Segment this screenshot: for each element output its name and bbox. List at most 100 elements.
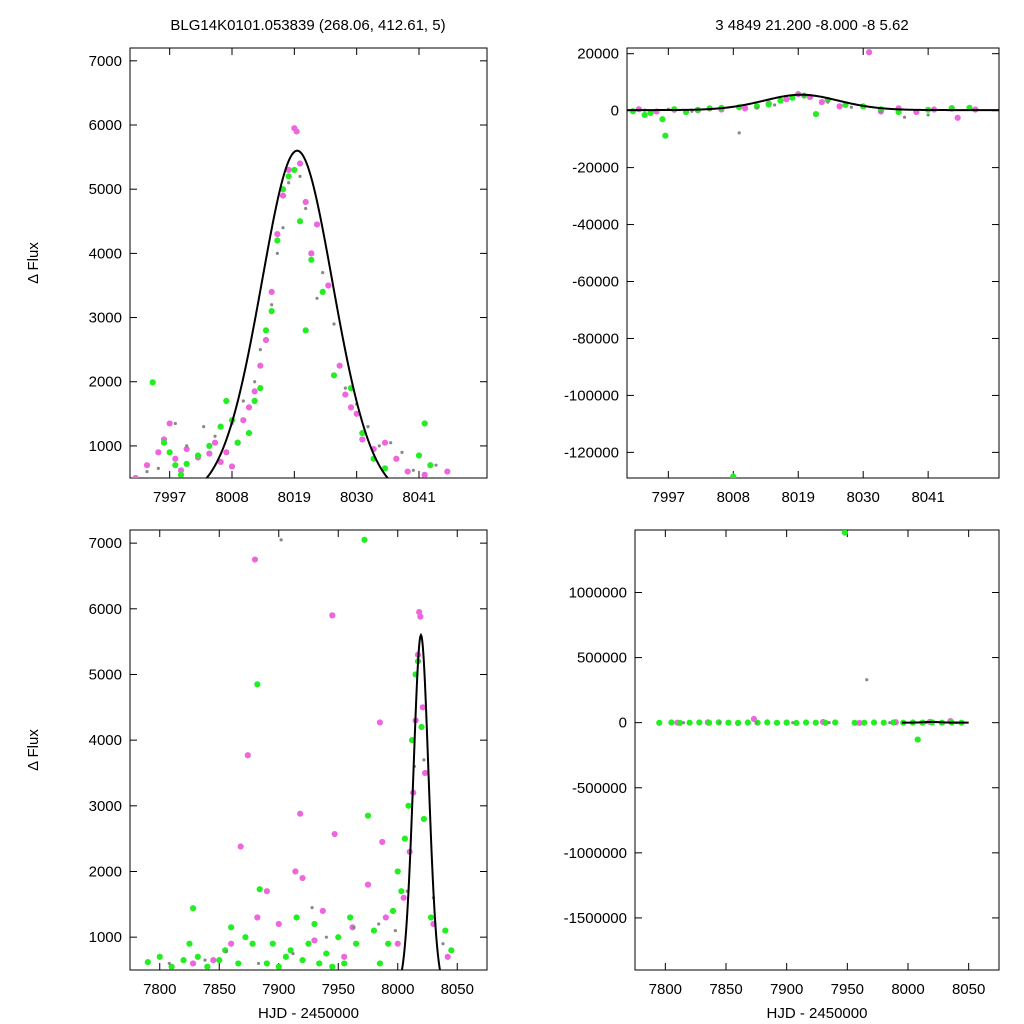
x-tick-label: 8041 [402,489,435,506]
data-point [662,132,669,139]
data-point [802,719,810,726]
x-tick-label: 8041 [911,489,944,506]
data-point [826,100,830,104]
left-title: BLG14K0101.053839 (268.06, 412.61, 5) [170,17,445,34]
data-point [254,914,261,921]
data-point [441,942,445,946]
data-point [926,113,930,117]
data-point [379,838,386,846]
data-point [954,114,961,121]
data-point [228,924,235,931]
y-tick-label: 2000 [89,863,122,880]
data-point [364,812,372,819]
data-point [812,110,820,118]
data-point [189,905,197,912]
data-point [382,914,389,921]
data-point [293,128,300,135]
data-point [275,251,279,255]
data-point [735,719,742,726]
data-point [311,920,318,928]
data-point [696,719,703,726]
x-tick-label: 7850 [203,981,236,998]
data-point [376,719,383,726]
data-point [177,467,185,474]
data-point [656,719,663,726]
data-point [180,957,187,964]
data-point [217,458,224,466]
data-point [870,719,878,726]
data-point [156,466,160,470]
data-point [329,963,336,970]
x-axis-label: HJD - 2450000 [258,1005,359,1022]
y-tick-label: 0 [611,103,619,120]
x-tick-label: 7950 [322,981,355,998]
data-points [656,530,965,743]
data-point [281,226,285,230]
data-point [849,105,853,109]
data-point [895,108,902,116]
data-point [336,362,343,369]
data-point [725,719,732,726]
data-point [186,940,193,947]
y-tick-label: -500000 [572,780,627,797]
data-point [411,468,415,472]
y-tick-label: -120000 [564,444,619,461]
data-point [422,769,429,777]
data-point [299,874,306,882]
data-point [228,940,235,947]
data-point [145,469,149,474]
data-point [240,417,247,424]
data-point [434,463,438,467]
data-point [237,843,244,850]
data-point [419,704,426,711]
data-point [285,166,292,174]
data-point [421,471,428,478]
data-point [370,927,378,934]
data-point [324,935,328,939]
data-point [352,925,356,929]
data-point [422,758,426,762]
data-point [269,940,276,947]
x-tick-label: 8008 [717,489,750,506]
data-point [818,99,825,106]
data-point [256,886,263,893]
data-point [183,446,190,453]
data-point [302,198,309,206]
y-tick-label: -100000 [564,387,619,404]
data-point [730,473,737,478]
data-point [914,736,921,743]
data-point [832,719,839,726]
y-tick-label: 2000 [89,374,122,391]
data-point [298,174,302,178]
data-point [206,442,213,450]
x-tick-label: 7800 [649,981,682,998]
data-point [262,336,270,344]
data-point [132,474,139,478]
data-point [681,721,686,725]
data-point [287,947,294,954]
data-point [861,719,868,726]
data-point [256,961,261,966]
data-point [364,881,372,888]
data-point [323,950,330,957]
x-tick-label: 8030 [340,489,373,506]
data-point [389,441,393,445]
data-point [263,888,270,895]
data-point [385,940,392,947]
model-curve [901,720,969,724]
x-tick-label: 7997 [153,489,186,506]
data-point [343,386,347,390]
data-point [310,906,314,910]
data-point [812,719,819,726]
data-point [341,960,348,967]
plot-frame [129,529,488,971]
data-point [421,420,428,427]
x-tick-label: 7850 [709,981,742,998]
data-point [420,815,428,823]
data-point [204,963,211,970]
y-tick-label: 6000 [89,601,122,618]
data-point [418,723,425,731]
y-tick-label: 4000 [89,245,122,262]
data-point [258,348,262,352]
data-point [686,719,693,726]
